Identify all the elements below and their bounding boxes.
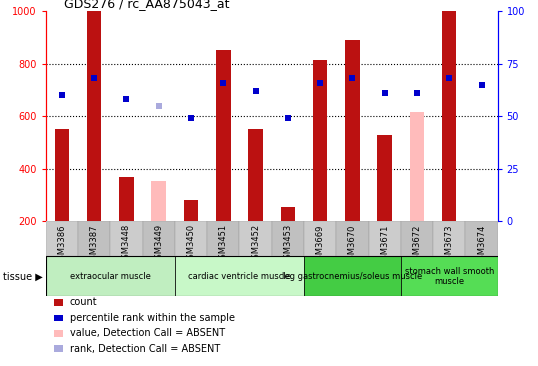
Text: GSM3386: GSM3386 [58,224,66,265]
Text: stomach wall smooth
muscle: stomach wall smooth muscle [405,266,494,286]
Bar [183,201,198,221]
Text: GSM3448: GSM3448 [122,224,131,265]
Bar [46,256,175,296]
Bar [336,221,369,256]
Bar [175,256,304,296]
Text: cardiac ventricle muscle: cardiac ventricle muscle [188,272,291,281]
Bar [401,221,433,256]
Bar [143,221,175,256]
Text: value, Detection Call = ABSENT: value, Detection Call = ABSENT [70,328,225,338]
Text: tissue ▶: tissue ▶ [3,271,43,281]
Bar [304,221,336,256]
Bar [377,135,392,221]
Text: GSM3671: GSM3671 [380,224,389,265]
Text: GSM3674: GSM3674 [477,224,486,265]
Text: GSM3670: GSM3670 [348,224,357,265]
Bar [442,11,456,221]
Text: GSM3673: GSM3673 [445,224,454,265]
Text: extraocular muscle: extraocular muscle [70,272,151,281]
Text: GSM3387: GSM3387 [90,224,98,265]
Text: GSM3450: GSM3450 [187,224,195,264]
Bar [87,11,101,221]
Bar [175,221,207,256]
Text: leg gastrocnemius/soleus muscle: leg gastrocnemius/soleus muscle [282,272,422,281]
Text: GSM3452: GSM3452 [251,224,260,264]
Bar [248,129,263,221]
Bar [207,221,239,256]
Bar [401,256,498,296]
Bar [110,221,143,256]
Text: GSM3451: GSM3451 [219,224,228,264]
Text: GSM3672: GSM3672 [413,224,421,265]
Bar [239,221,272,256]
Bar [345,40,359,221]
Bar [78,221,110,256]
Text: percentile rank within the sample: percentile rank within the sample [70,313,235,323]
Bar [216,51,230,221]
Bar [369,221,401,256]
Text: GSM3449: GSM3449 [154,224,163,264]
Text: rank, Detection Call = ABSENT: rank, Detection Call = ABSENT [70,344,220,354]
Text: GSM3453: GSM3453 [284,224,292,265]
Bar [152,181,166,221]
Bar [119,177,133,221]
Bar [409,112,424,221]
Text: GDS276 / rc_AA875043_at: GDS276 / rc_AA875043_at [64,0,229,10]
Bar [55,129,69,221]
Bar [465,221,498,256]
Bar [313,60,327,221]
Bar [433,221,465,256]
Text: count: count [70,298,97,307]
Bar [46,221,78,256]
Bar [281,207,295,221]
Text: GSM3669: GSM3669 [316,224,324,265]
Bar [272,221,304,256]
Bar [304,256,401,296]
